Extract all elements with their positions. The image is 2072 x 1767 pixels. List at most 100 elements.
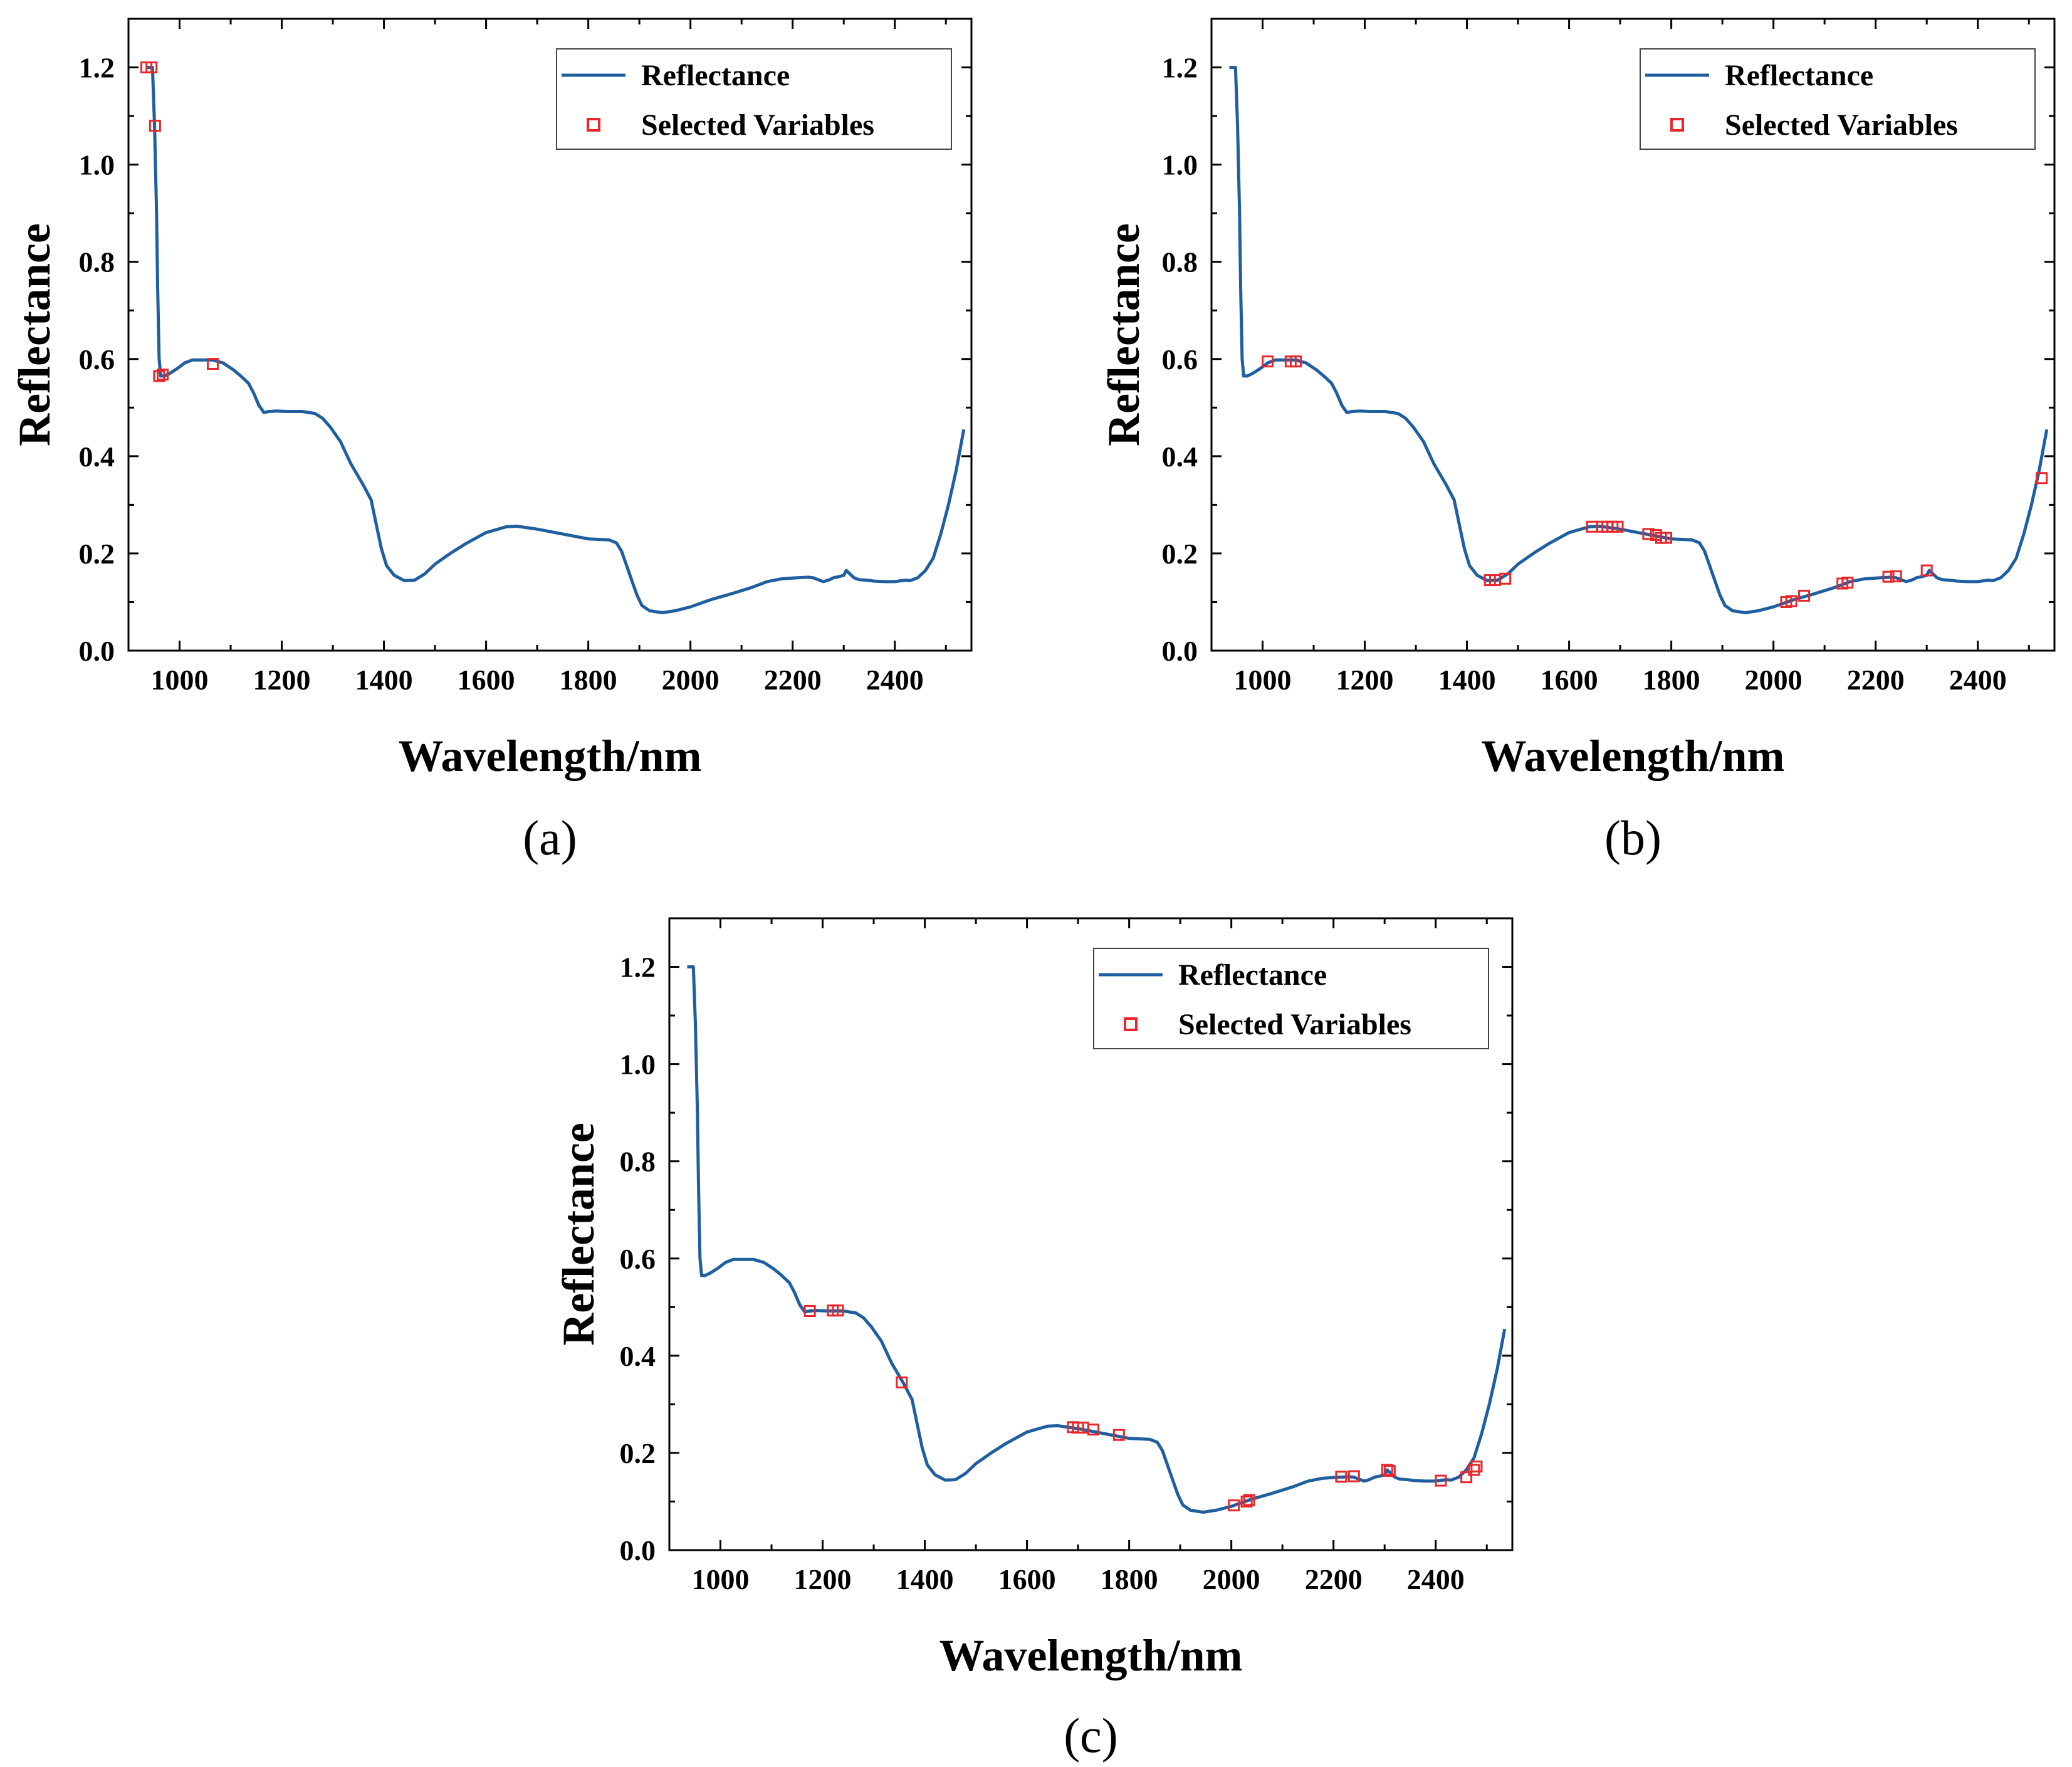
panel-caption: (a) <box>523 810 577 865</box>
y-axis-title: Reflectance <box>1099 223 1149 446</box>
selected-variable-marker <box>1435 1474 1447 1487</box>
selected-variable-marker <box>832 1304 844 1317</box>
y-axis-title: Reflectance <box>553 1123 604 1346</box>
x-tick-label: 1200 <box>253 664 311 696</box>
x-axis-title: Wavelength/nm <box>939 1630 1242 1680</box>
selected-variable-marker <box>1262 355 1274 368</box>
selected-variable-marker <box>1087 1424 1100 1436</box>
legend: Reflectance Selected Variables <box>1640 48 2036 150</box>
y-tick-label: 0.0 <box>79 635 115 667</box>
selected-variable-marker <box>207 358 219 370</box>
plot-frame <box>668 917 1514 1551</box>
selected-variable-marker <box>803 1305 816 1318</box>
legend-label-selected-variables: Selected Variables <box>1725 108 1958 142</box>
y-tick-label: 1.0 <box>1162 149 1198 181</box>
plot-frame <box>1210 18 2056 652</box>
panel-caption: (c) <box>1064 1708 1118 1763</box>
y-tick-label: 0.8 <box>79 246 115 278</box>
panel-caption: (b) <box>1604 810 1661 865</box>
x-tick-label: 1600 <box>998 1563 1056 1595</box>
y-tick-label: 0.4 <box>620 1340 656 1372</box>
y-tick-label: 0.2 <box>1162 538 1198 570</box>
chart-panel-c: 1000 1200 1400 1600 1800 2000 2200 2400 0.0 0.2 0.… <box>553 917 1514 1763</box>
legend-marker-swatch <box>1124 1017 1138 1031</box>
legend-label-selected-variables: Selected Variables <box>1178 1008 1411 1041</box>
legend-label-reflectance: Reflectance <box>1725 59 1873 92</box>
y-tick-label: 0.4 <box>1162 441 1198 473</box>
y-tick-label: 0.6 <box>620 1243 656 1275</box>
y-tick-label: 1.2 <box>1162 52 1198 84</box>
selected-variable-marker <box>1112 1429 1125 1441</box>
x-tick-label: 1000 <box>151 664 209 696</box>
selected-variable-marker <box>2036 472 2048 485</box>
x-tick-label: 1400 <box>1438 664 1496 696</box>
y-tick-label: 1.0 <box>620 1049 656 1081</box>
selected-variable-marker <box>1611 520 1624 533</box>
x-tick-label: 1000 <box>1234 664 1292 696</box>
plot-frame <box>127 18 973 652</box>
x-tick-label: 1800 <box>560 664 617 696</box>
x-tick-label: 2400 <box>866 664 924 696</box>
selected-variable-marker <box>1890 570 1902 582</box>
y-tick-label: 0.0 <box>620 1534 656 1566</box>
selected-variable-marker <box>1383 1465 1396 1477</box>
selected-variable-marker <box>1785 595 1797 607</box>
x-tick-label: 2400 <box>1407 1563 1465 1595</box>
selected-variable-marker <box>1470 1460 1483 1473</box>
selected-variable-marker <box>149 120 161 132</box>
legend: Reflectance Selected Variables <box>1093 948 1489 1049</box>
selected-variable-marker <box>1798 589 1811 602</box>
selected-variable-marker <box>157 369 169 381</box>
y-tick-label: 0.8 <box>620 1146 656 1178</box>
y-tick-label: 1.2 <box>620 952 656 983</box>
x-axis-title: Wavelength/nm <box>1481 731 1784 781</box>
x-tick-label: 1600 <box>458 664 515 696</box>
x-tick-label: 1000 <box>692 1563 750 1595</box>
x-tick-label: 1800 <box>1101 1563 1158 1595</box>
reflectance-line <box>146 66 966 614</box>
legend-box <box>556 48 952 150</box>
x-tick-label: 1400 <box>355 664 413 696</box>
selected-variable-marker <box>1335 1471 1347 1483</box>
selected-variable-marker <box>1468 1464 1480 1476</box>
x-tick-label: 2000 <box>1745 664 1803 696</box>
selected-variable-marker <box>1920 564 1933 577</box>
y-tick-label: 0.4 <box>79 441 115 473</box>
selected-variable-marker <box>1228 1499 1240 1512</box>
chart-panel-b: 1000 1200 1400 1600 1800 2000 2200 2400 0.0 0.2 0.… <box>1099 18 2056 865</box>
selected-variable-marker <box>1381 1464 1393 1476</box>
selected-variable-marker <box>1841 576 1854 589</box>
y-tick-label: 0.6 <box>79 343 115 375</box>
x-tick-label: 1400 <box>896 1563 954 1595</box>
x-tick-label: 1200 <box>794 1563 852 1595</box>
x-axis-title: Wavelength/nm <box>398 731 701 781</box>
legend-label-reflectance: Reflectance <box>1178 958 1327 992</box>
selected-variable-marker <box>1642 528 1655 540</box>
x-tick-label: 1800 <box>1643 664 1700 696</box>
selected-variable-marker <box>1290 355 1302 368</box>
x-tick-label: 2200 <box>1305 1563 1363 1595</box>
legend-label-reflectance: Reflectance <box>641 59 790 92</box>
y-axis-title: Reflectance <box>9 223 60 446</box>
reflectance-line <box>1229 66 2049 614</box>
y-tick-label: 0.6 <box>1162 343 1198 375</box>
legend-marker-swatch <box>587 118 600 132</box>
selected-variable-marker <box>1660 532 1672 544</box>
legend: Reflectance Selected Variables <box>556 48 952 150</box>
chart-panel-a: 1000 1200 1400 1600 1800 2000 2200 2400 0.0 0.2 0.… <box>9 18 973 865</box>
selected-variable-marker <box>145 61 158 74</box>
legend-box <box>1640 48 2036 150</box>
x-tick-label: 2200 <box>1847 664 1905 696</box>
y-tick-label: 1.0 <box>79 149 115 181</box>
x-tick-label: 2200 <box>764 664 822 696</box>
x-tick-label: 1200 <box>1336 664 1394 696</box>
selected-variable-marker <box>1460 1471 1473 1484</box>
x-tick-label: 1600 <box>1541 664 1598 696</box>
legend-box <box>1093 948 1489 1049</box>
x-tick-label: 2000 <box>662 664 719 696</box>
selected-variable-marker <box>896 1376 908 1388</box>
y-tick-label: 0.2 <box>620 1437 656 1469</box>
y-tick-label: 1.2 <box>79 52 115 84</box>
y-tick-label: 0.0 <box>1162 635 1198 667</box>
